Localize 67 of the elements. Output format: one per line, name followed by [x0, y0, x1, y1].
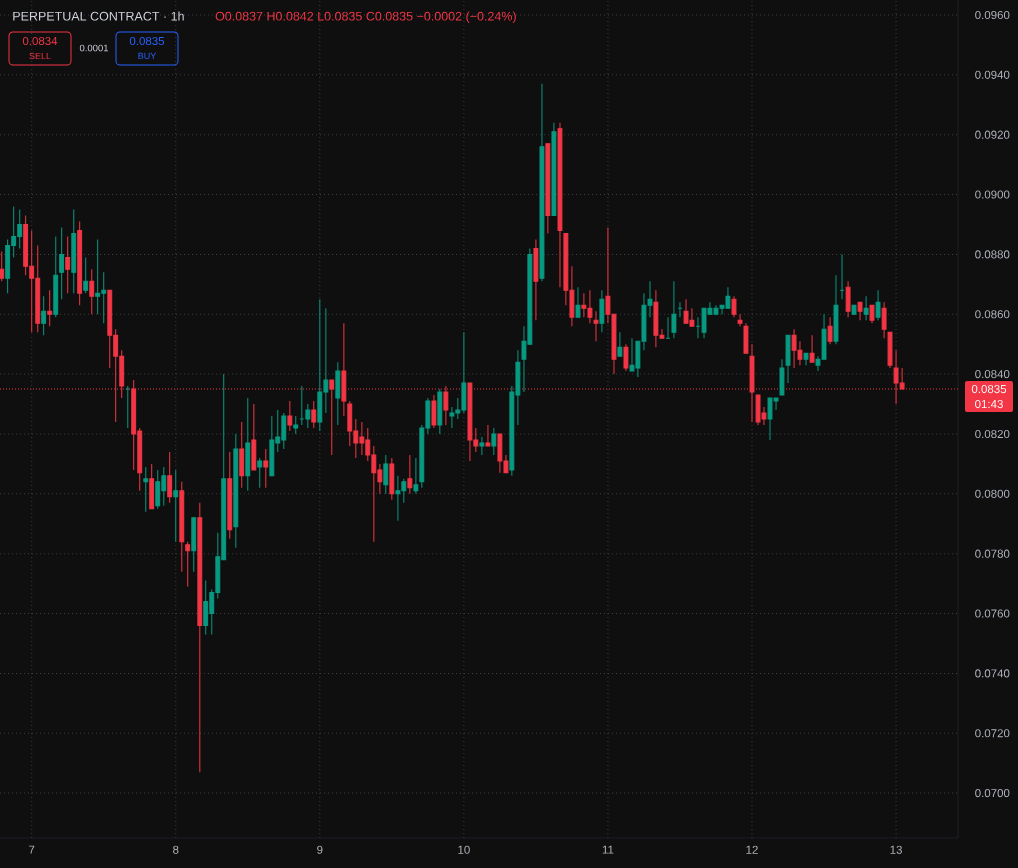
candlestick: [809, 334, 815, 363]
annotation: 0.0835: [129, 36, 165, 46]
candlestick: [407, 454, 413, 495]
candlestick: [59, 226, 65, 300]
y-tick-label: 0.0860: [975, 310, 1010, 319]
x-tick-label: 11: [602, 845, 614, 854]
y-tick-label: 0.0700: [975, 789, 1010, 798]
candlestick: [599, 289, 605, 333]
y-tick-label: 0.0740: [975, 669, 1010, 678]
candlestick: [623, 343, 629, 372]
candlestick: [413, 457, 419, 495]
x-tick-label: 9: [317, 845, 323, 854]
text: 01:43: [975, 400, 1003, 409]
candlestick: [875, 289, 881, 321]
y-tick-label: 0.0960: [975, 10, 1010, 20]
candlestick: [845, 280, 851, 318]
candlestick: [287, 400, 293, 432]
y-tick-label: 0.0880: [975, 250, 1010, 259]
candlestick: [617, 331, 623, 357]
candlestick: [311, 400, 317, 429]
y-tick-label: 0.0840: [975, 370, 1010, 379]
candlestick: [0, 250, 5, 282]
candlestick: [125, 385, 131, 429]
x-tick-label: 10: [458, 845, 470, 854]
candlestick: [863, 295, 869, 321]
annotation: 0.0834: [22, 36, 58, 46]
candlestick: [731, 295, 737, 318]
annotation: SELL: [29, 52, 51, 60]
candlestick: [491, 427, 497, 456]
y-tick-label: 0.0920: [975, 130, 1010, 139]
candlestick: [485, 424, 491, 447]
y-tick-label: 0.0900: [975, 190, 1010, 199]
x-tick-label: 7: [29, 845, 35, 854]
y-tick-label: 0.0760: [975, 609, 1010, 618]
candlestick: [593, 310, 599, 342]
y-tick-label: 0.0940: [975, 70, 1010, 79]
candlestick: [185, 541, 191, 588]
candlestick: [575, 286, 581, 318]
candlestick: [65, 235, 71, 294]
ref-line-label: 0.0835: [971, 385, 1007, 394]
text: O0.0837 H0.0842 L0.0835 C0.0835 −0.0002 (−0.24%): [215, 11, 516, 24]
candlestick: [89, 268, 95, 315]
annotation: BUY: [138, 52, 157, 60]
candlestick: [479, 436, 485, 456]
candlestick: [671, 280, 677, 339]
candlestick: [881, 301, 887, 339]
y-tick-label: 0.0780: [975, 549, 1010, 558]
x-tick-label: 13: [890, 845, 902, 854]
candlestick: [41, 295, 47, 336]
candlestick: [257, 457, 263, 489]
text: PERPETUAL CONTRACT · 1h: [13, 11, 184, 21]
candlestick: [263, 448, 269, 489]
candlestick: [827, 316, 833, 345]
candlestick: [167, 451, 173, 504]
candlestick: [383, 454, 389, 495]
annotation: 0.0001: [79, 44, 109, 52]
candlestick: [143, 466, 149, 513]
candlestick: [173, 469, 179, 543]
y-tick-label: 0.0720: [975, 729, 1010, 738]
x-tick-label: 12: [746, 845, 758, 854]
x-tick-label: 8: [173, 845, 179, 854]
candlestick: [431, 394, 437, 429]
candlestick: [47, 289, 53, 327]
candlestick: [83, 256, 89, 294]
candlestick: [737, 313, 743, 327]
y-tick-label: 0.0800: [975, 489, 1010, 498]
y-tick-label: 0.0820: [975, 429, 1010, 439]
